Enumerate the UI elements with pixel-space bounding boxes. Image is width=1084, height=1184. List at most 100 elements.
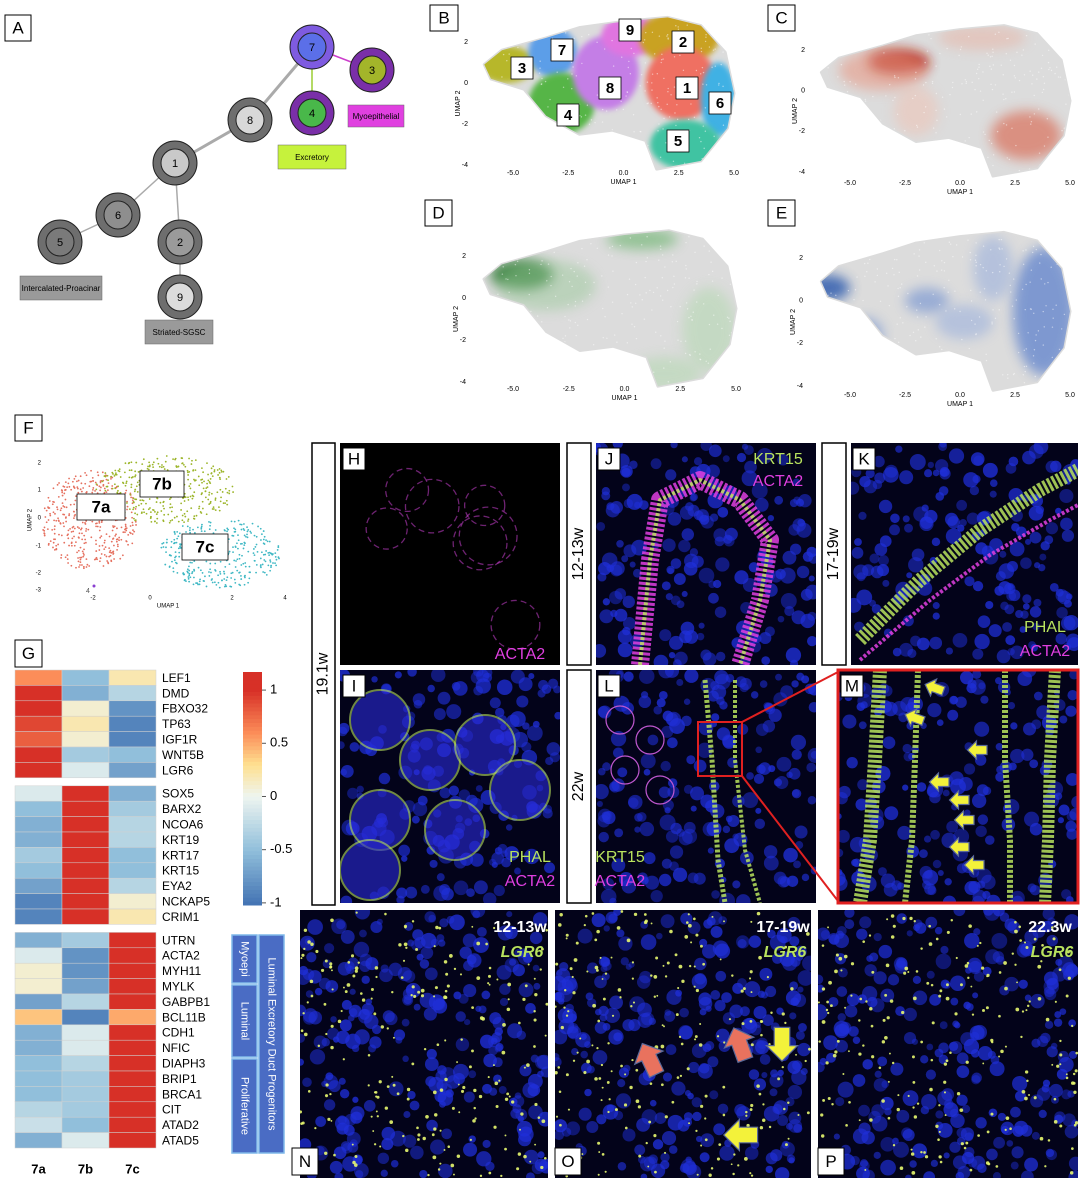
micrograph [300, 910, 548, 1178]
lgr6-dot [471, 1006, 474, 1009]
cell-point [130, 496, 133, 499]
umap-point [1029, 116, 1031, 118]
nucleus [857, 779, 869, 791]
umap-point [912, 331, 915, 333]
umap-point [1008, 158, 1011, 161]
nucleus [634, 813, 643, 822]
umap-point [730, 351, 733, 353]
nucleus [883, 628, 893, 637]
nucleus [370, 921, 383, 934]
cell-point [183, 579, 186, 582]
lgr6-dot [1047, 1139, 1051, 1142]
cell-point [224, 565, 227, 568]
nucleus [940, 979, 950, 989]
cell-point [69, 528, 71, 530]
nucleus [878, 555, 889, 566]
nucleus [662, 1072, 673, 1082]
cell-point [135, 505, 137, 508]
nucleus [858, 721, 867, 730]
cell-point [228, 563, 231, 566]
lgr6-dot [389, 1120, 394, 1124]
umap-point [714, 48, 716, 50]
cell-point [227, 476, 230, 478]
umap-point [990, 142, 993, 145]
lgr6-dot [881, 1099, 885, 1103]
umap-point [896, 323, 898, 325]
cell-point [118, 536, 121, 539]
nucleus [790, 734, 807, 751]
nucleus [609, 781, 620, 792]
cell-point [122, 482, 125, 485]
nucleus [996, 765, 1005, 774]
umap-point [527, 153, 529, 155]
cell-point [111, 487, 114, 490]
cell-point [227, 528, 230, 531]
heatmap-cell [108, 932, 157, 949]
colorbar-swatch [243, 846, 262, 852]
cell-point [105, 485, 108, 488]
heatmap-cell [14, 762, 63, 779]
nucleus [639, 970, 652, 984]
umap-point [534, 347, 537, 349]
nucleus [397, 966, 412, 982]
nucleus [902, 743, 912, 754]
umap-point [707, 158, 709, 161]
cell-point [65, 506, 68, 509]
umap-point [501, 273, 504, 275]
lgr6-dot [523, 1154, 527, 1159]
cell-point [99, 557, 102, 560]
cell-point [166, 538, 168, 541]
cell-point [243, 583, 246, 586]
umap-point [1033, 362, 1035, 364]
nucleus [937, 869, 944, 877]
lgr6-dot [567, 1010, 570, 1013]
lgr6-dot [307, 940, 311, 944]
colorbar-swatch [243, 699, 262, 704]
nucleus [339, 1019, 352, 1032]
heatmap-cell [108, 862, 157, 879]
nucleus [777, 1115, 789, 1126]
umap-point [723, 160, 725, 163]
umap-point [554, 295, 557, 298]
colorbar-swatch [243, 881, 262, 887]
panel-label: M [845, 676, 859, 695]
umap-point [721, 277, 723, 279]
cell-point [85, 558, 88, 561]
cell-point [64, 556, 67, 559]
colorbar-swatch [243, 842, 262, 848]
nucleus [903, 1007, 917, 1022]
umap-point [658, 105, 660, 108]
umap-point [652, 291, 655, 294]
umap-point [913, 253, 915, 255]
nucleus [784, 606, 795, 617]
umap-point [915, 340, 917, 342]
lgr6-dot [375, 975, 378, 979]
umap-point [894, 337, 896, 340]
umap-point [1012, 373, 1015, 376]
nucleus [765, 1165, 773, 1174]
umap-point [1013, 91, 1016, 93]
lgr6-dot [937, 1138, 940, 1141]
cell-point [262, 538, 265, 541]
lgr6-dot [474, 1117, 477, 1120]
nucleus [926, 970, 935, 979]
lgr6-dot [675, 1013, 679, 1016]
cell-point [85, 541, 87, 544]
umap-point [939, 52, 941, 55]
nucleus [938, 443, 948, 451]
umap-point [497, 293, 499, 296]
cell-point [111, 538, 114, 540]
lgr6-dot [443, 960, 448, 964]
nucleus [666, 737, 678, 749]
nucleus [413, 1003, 421, 1011]
umap-point [508, 53, 510, 55]
cell-point [237, 539, 240, 542]
lgr6-dot [370, 987, 374, 991]
lgr6-dot [865, 1000, 868, 1003]
nucleus [877, 1056, 888, 1067]
umap-point [653, 53, 656, 55]
nucleus [711, 713, 720, 722]
nucleus [876, 564, 890, 577]
nucleus [678, 831, 693, 846]
nucleus [1060, 616, 1076, 631]
